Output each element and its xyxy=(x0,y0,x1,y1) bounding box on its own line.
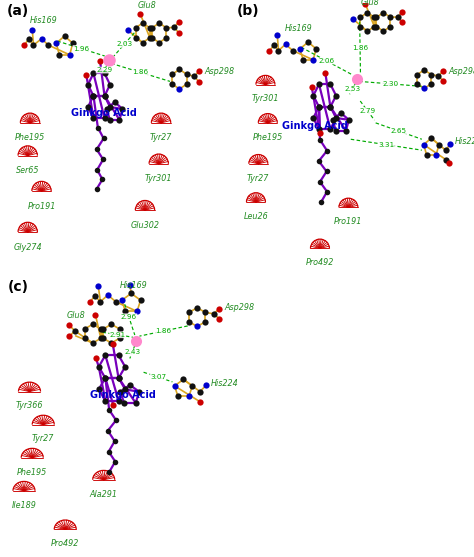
Text: Pro191: Pro191 xyxy=(334,217,363,226)
Text: Phe195: Phe195 xyxy=(253,133,283,141)
Text: His169: His169 xyxy=(285,24,312,33)
Text: Asp298: Asp298 xyxy=(225,303,255,312)
Text: 2.30: 2.30 xyxy=(382,81,398,87)
Text: 2.91: 2.91 xyxy=(109,332,126,338)
Text: Ginkgo Acid: Ginkgo Acid xyxy=(283,121,348,131)
Text: Ile189: Ile189 xyxy=(11,501,36,510)
Text: Glu302: Glu302 xyxy=(130,221,159,229)
Text: Ser65: Ser65 xyxy=(16,166,39,175)
Text: Tyr366: Tyr366 xyxy=(16,402,43,411)
Text: His224: His224 xyxy=(455,138,474,146)
Text: Tyr27: Tyr27 xyxy=(150,133,172,143)
Text: Ginkgo Acid: Ginkgo Acid xyxy=(90,390,156,400)
Text: 2.53: 2.53 xyxy=(345,86,361,92)
Text: 3.31: 3.31 xyxy=(378,141,394,148)
Text: Pro191: Pro191 xyxy=(27,202,56,211)
Text: Gly274: Gly274 xyxy=(13,242,42,252)
Text: 1.86: 1.86 xyxy=(133,70,149,75)
Text: Glu8: Glu8 xyxy=(360,0,379,7)
Text: 1.96: 1.96 xyxy=(73,46,89,52)
Text: Ala291: Ala291 xyxy=(90,490,118,499)
Text: His169: His169 xyxy=(120,281,148,290)
Text: 1.86: 1.86 xyxy=(155,328,172,334)
Text: 2.79: 2.79 xyxy=(359,108,375,114)
Text: Asp298: Asp298 xyxy=(448,66,474,76)
Text: 1.86: 1.86 xyxy=(352,45,368,51)
Text: (b): (b) xyxy=(237,4,260,18)
Text: 2.65: 2.65 xyxy=(391,128,407,134)
Text: His169: His169 xyxy=(30,16,58,25)
Text: 2.29: 2.29 xyxy=(96,67,112,73)
Text: 2.06: 2.06 xyxy=(319,58,335,64)
Text: Leu26: Leu26 xyxy=(244,212,268,221)
Text: 2.03: 2.03 xyxy=(116,41,132,47)
Text: Tyr301: Tyr301 xyxy=(145,174,173,183)
Text: Tyr27: Tyr27 xyxy=(32,434,55,443)
Text: Pro492: Pro492 xyxy=(306,258,334,267)
Text: Phe195: Phe195 xyxy=(15,133,45,143)
Text: Tyr301: Tyr301 xyxy=(252,94,279,104)
Text: His224: His224 xyxy=(211,379,239,388)
Text: Phe195: Phe195 xyxy=(17,467,47,477)
Text: Ginkgo Acid: Ginkgo Acid xyxy=(71,108,137,118)
Text: Pro492: Pro492 xyxy=(51,539,80,548)
Text: 2.43: 2.43 xyxy=(124,349,140,355)
Text: Asp298: Asp298 xyxy=(205,66,235,76)
Text: (c): (c) xyxy=(8,280,28,294)
Text: Glu8: Glu8 xyxy=(138,1,156,10)
Text: 2.96: 2.96 xyxy=(121,314,137,320)
Text: Glu8: Glu8 xyxy=(67,311,86,320)
Text: (a): (a) xyxy=(7,4,29,18)
Text: 3.07: 3.07 xyxy=(150,374,166,380)
Text: Tyr27: Tyr27 xyxy=(247,174,270,183)
